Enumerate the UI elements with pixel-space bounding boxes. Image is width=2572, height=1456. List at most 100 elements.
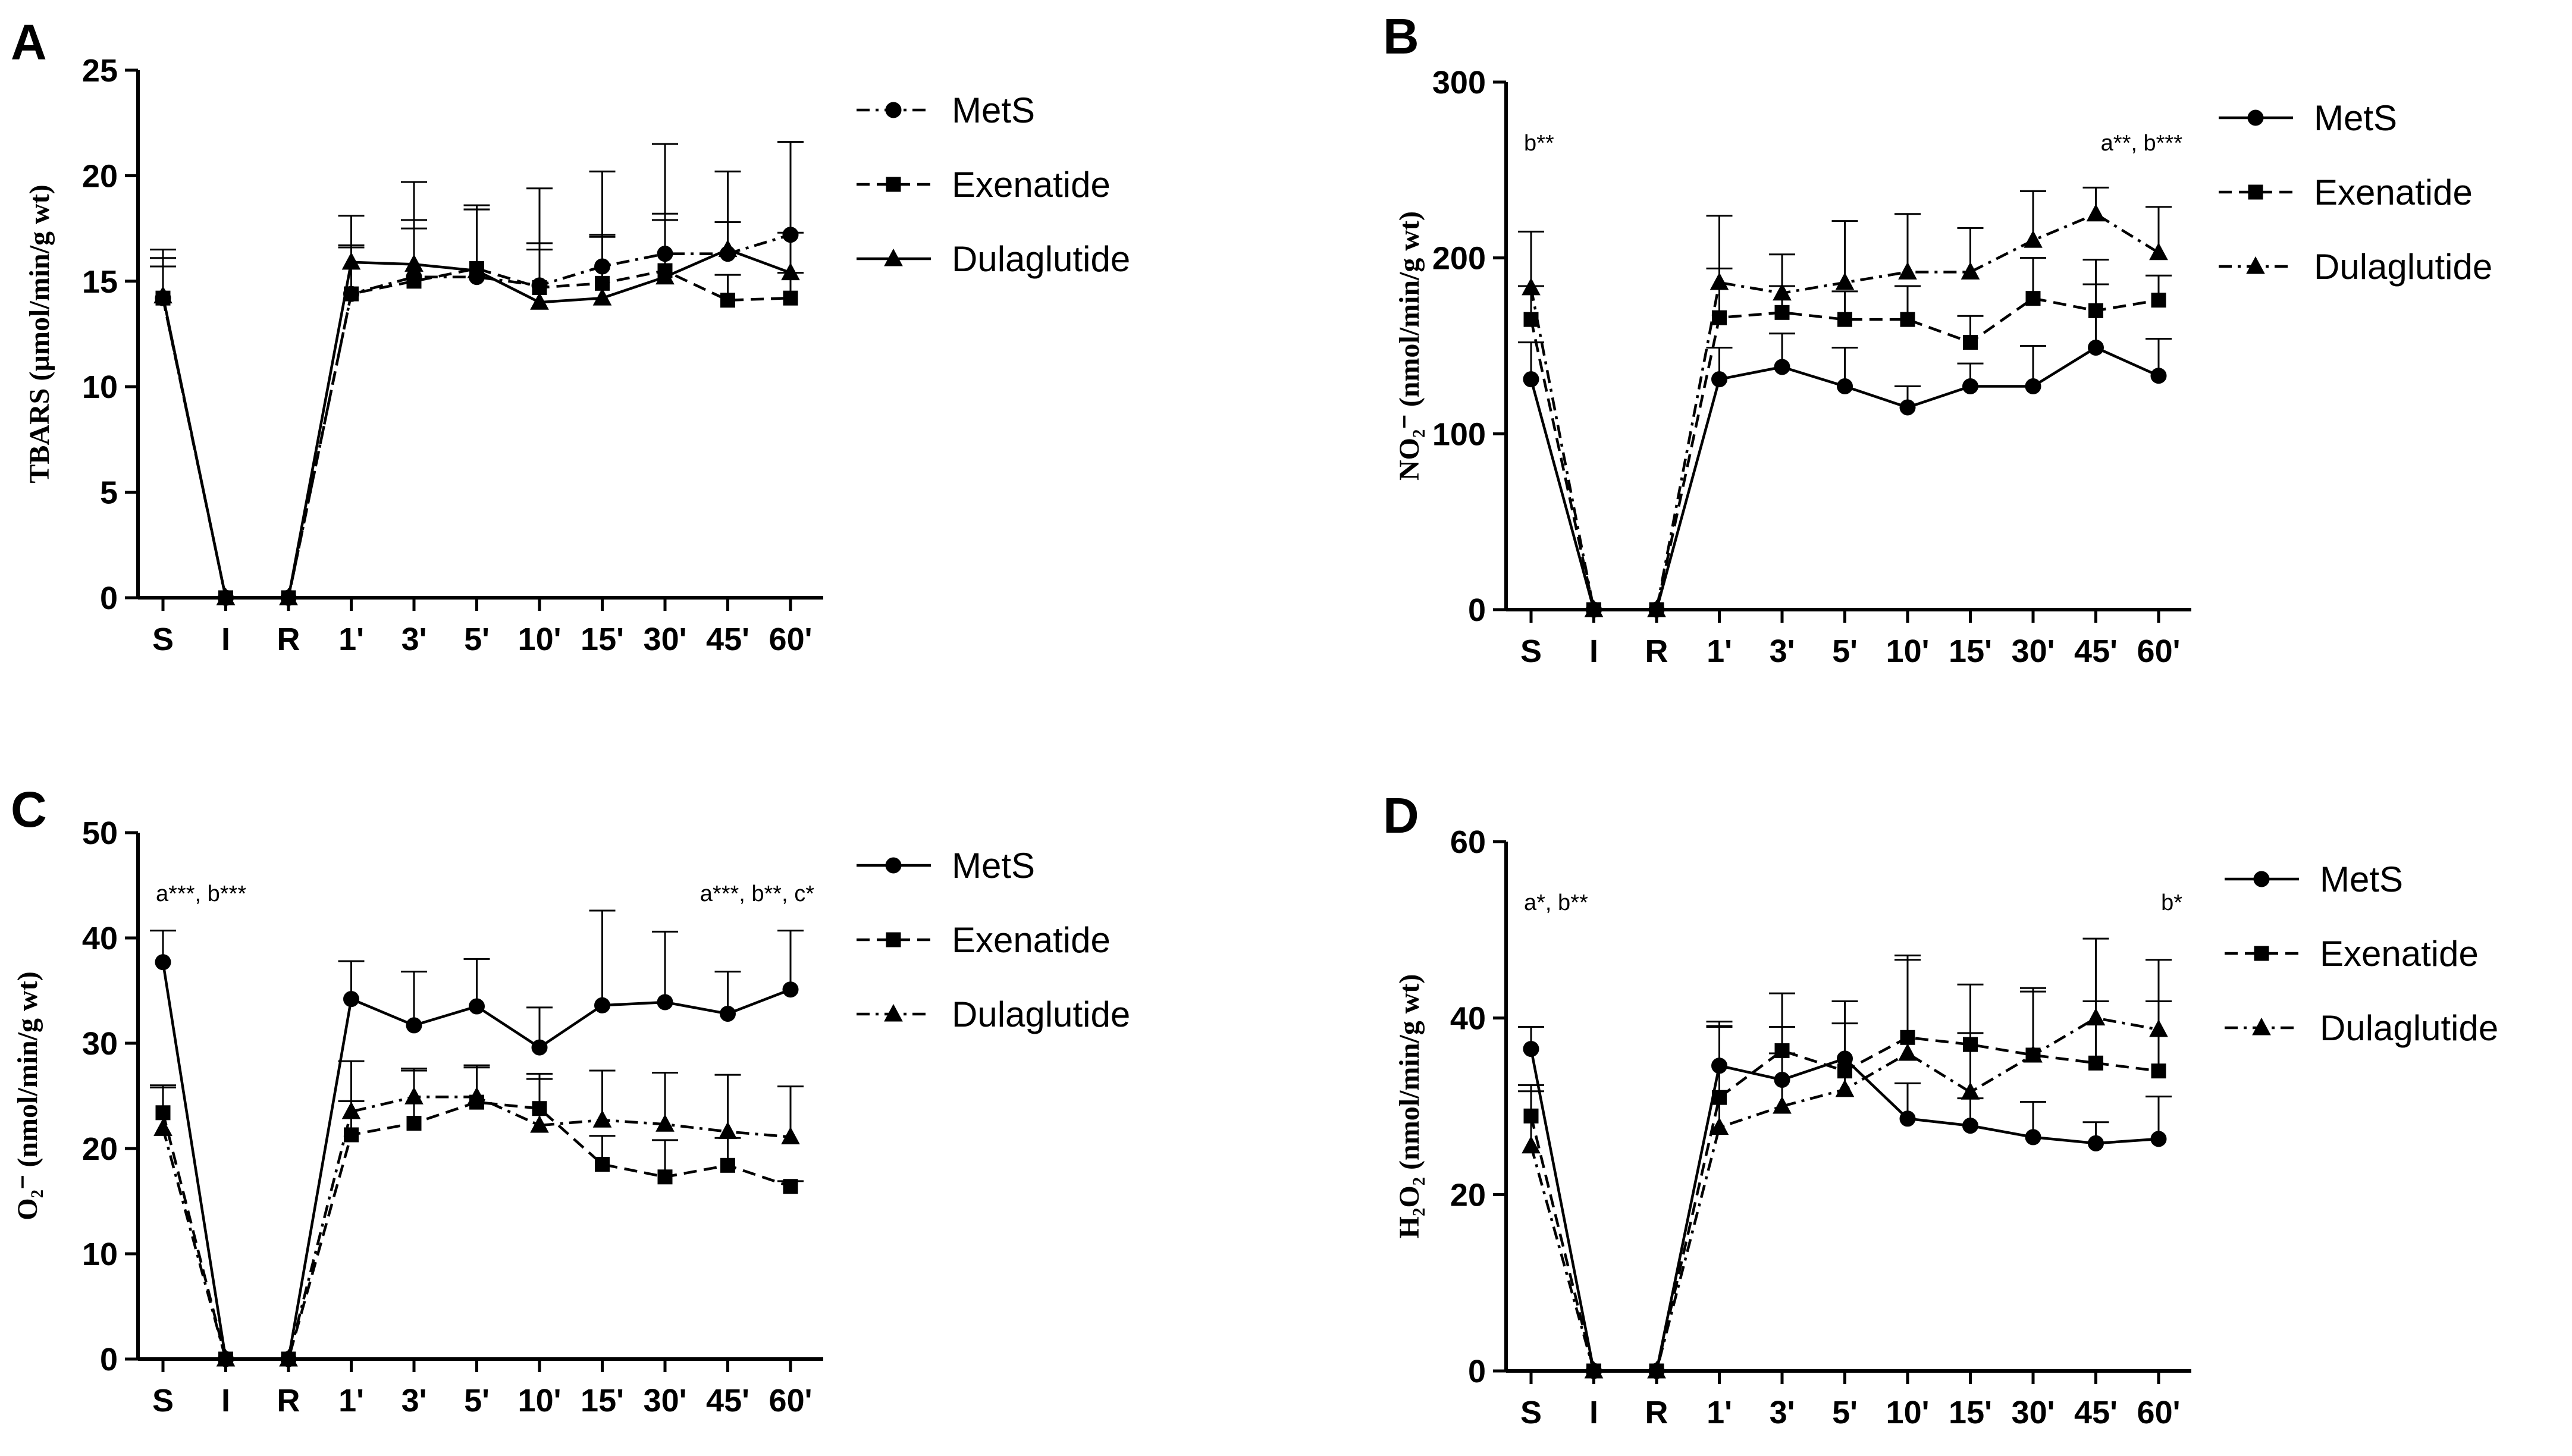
data-point (1584, 1360, 1604, 1379)
data-point (406, 1116, 422, 1131)
legend-marker (884, 248, 903, 266)
data-point (2088, 339, 2104, 356)
panel-letter: B (1383, 8, 1419, 64)
data-point (1523, 1041, 1539, 1058)
y-tick-label: 20 (1450, 1177, 1486, 1213)
x-tick-label: 15' (1949, 633, 1992, 669)
data-point (1774, 359, 1790, 375)
x-tick-label: 15' (1949, 1395, 1992, 1430)
data-point (595, 1157, 610, 1172)
error-bar (714, 170, 741, 250)
x-tick-label: 30' (2012, 633, 2055, 669)
x-tick-label: I (1589, 1395, 1598, 1430)
x-tick-label: 10' (1886, 633, 1930, 669)
data-point (1961, 1082, 1980, 1100)
data-point (1962, 378, 1978, 395)
data-point (781, 1126, 800, 1145)
data-point (1647, 1360, 1666, 1379)
y-tick-label: 200 (1432, 241, 1486, 277)
error-bar (1895, 959, 1921, 1053)
data-point (2024, 1044, 2043, 1063)
legend-marker (884, 1003, 903, 1022)
data-point (592, 288, 612, 306)
legend-item: MetS (857, 846, 1035, 886)
data-point (216, 587, 236, 605)
legend-label: Exenatide (952, 920, 1111, 960)
data-point (343, 991, 359, 1008)
data-point (657, 1169, 673, 1185)
x-tick-label: I (1589, 633, 1598, 669)
data-point (406, 1017, 422, 1034)
y-tick-label: 10 (82, 1237, 118, 1272)
series-dulaglutide (150, 170, 804, 605)
error-bar (526, 187, 553, 303)
series-exenatide (150, 1060, 804, 1367)
legend-item: MetS (2219, 98, 2397, 138)
legend-label: MetS (952, 90, 1035, 130)
data-point (153, 285, 172, 304)
y-tick-label: 40 (82, 921, 118, 956)
y-tick-label: 300 (1432, 65, 1486, 101)
legend-label: MetS (2320, 859, 2403, 899)
data-point (279, 587, 298, 605)
series-line (161, 1096, 791, 1361)
x-tick-label: 30' (644, 1383, 687, 1419)
data-point (467, 1087, 487, 1104)
y-tick-label: 40 (1450, 1001, 1486, 1037)
data-point (2025, 291, 2041, 306)
x-tick-label: 60' (769, 1383, 813, 1419)
data-point (1523, 312, 1539, 327)
error-bar (2020, 990, 2046, 1055)
series-mets (150, 909, 804, 1367)
data-point (1963, 335, 1978, 350)
legend-item: Dulaglutide (857, 994, 1130, 1034)
data-point (1898, 262, 1917, 280)
x-tick-label: 60' (2137, 633, 2181, 669)
significance-annotation: b** (1524, 131, 1554, 156)
legend-item: Exenatide (2225, 934, 2479, 974)
y-tick-label: 60 (1450, 824, 1486, 860)
legend-item: MetS (857, 90, 1035, 130)
data-point (2150, 1131, 2167, 1147)
significance-annotation: a***, b*** (156, 881, 246, 906)
y-tick-label: 5 (100, 475, 118, 511)
legend-label: Dulaglutide (2320, 1008, 2498, 1048)
x-tick-label: 3' (402, 1383, 427, 1419)
x-tick-label: 10' (518, 1383, 562, 1419)
series-dulaglutide (1518, 186, 2172, 617)
data-point (2025, 1129, 2041, 1146)
data-point (655, 1114, 675, 1132)
legend-label: Exenatide (2320, 934, 2479, 974)
x-tick-label: S (152, 1383, 174, 1419)
y-axis-label: O₂⁻ (nmol/min/g wt) (12, 971, 43, 1220)
x-tick-label: 45' (2074, 633, 2118, 669)
legend-label: MetS (952, 846, 1035, 886)
panel-b: B 0 100 200 300 S I R 1' 3' 5' 10' 15' 30' 45' 60' NO₂⁻ … (1383, 8, 2492, 669)
data-point (1837, 378, 1853, 395)
data-point (1899, 1110, 1916, 1127)
error-bar (463, 208, 490, 271)
legend-item: Dulaglutide (857, 239, 1130, 279)
data-point (1961, 262, 1980, 280)
x-tick-label: R (1645, 1395, 1668, 1430)
data-point (530, 292, 549, 310)
legend: MetS Exenatide Dulaglutide (857, 90, 1130, 279)
data-point (592, 1110, 612, 1128)
data-point (783, 1179, 798, 1194)
legend-item: Exenatide (857, 165, 1111, 205)
x-tick-label: 5' (464, 622, 490, 657)
data-point (2086, 1008, 2106, 1026)
error-bar (338, 1060, 365, 1135)
legend-marker (2247, 109, 2264, 126)
data-point (783, 290, 798, 306)
data-point (1962, 1118, 1978, 1134)
data-point (1837, 312, 1852, 327)
data-point (469, 998, 485, 1015)
data-point (1835, 1079, 1855, 1097)
error-bar (2146, 959, 2172, 1030)
legend-marker (886, 932, 901, 947)
x-tick-label: 3' (1770, 1395, 1795, 1430)
error-bar (1769, 1026, 1795, 1106)
data-point (2149, 1019, 2168, 1037)
